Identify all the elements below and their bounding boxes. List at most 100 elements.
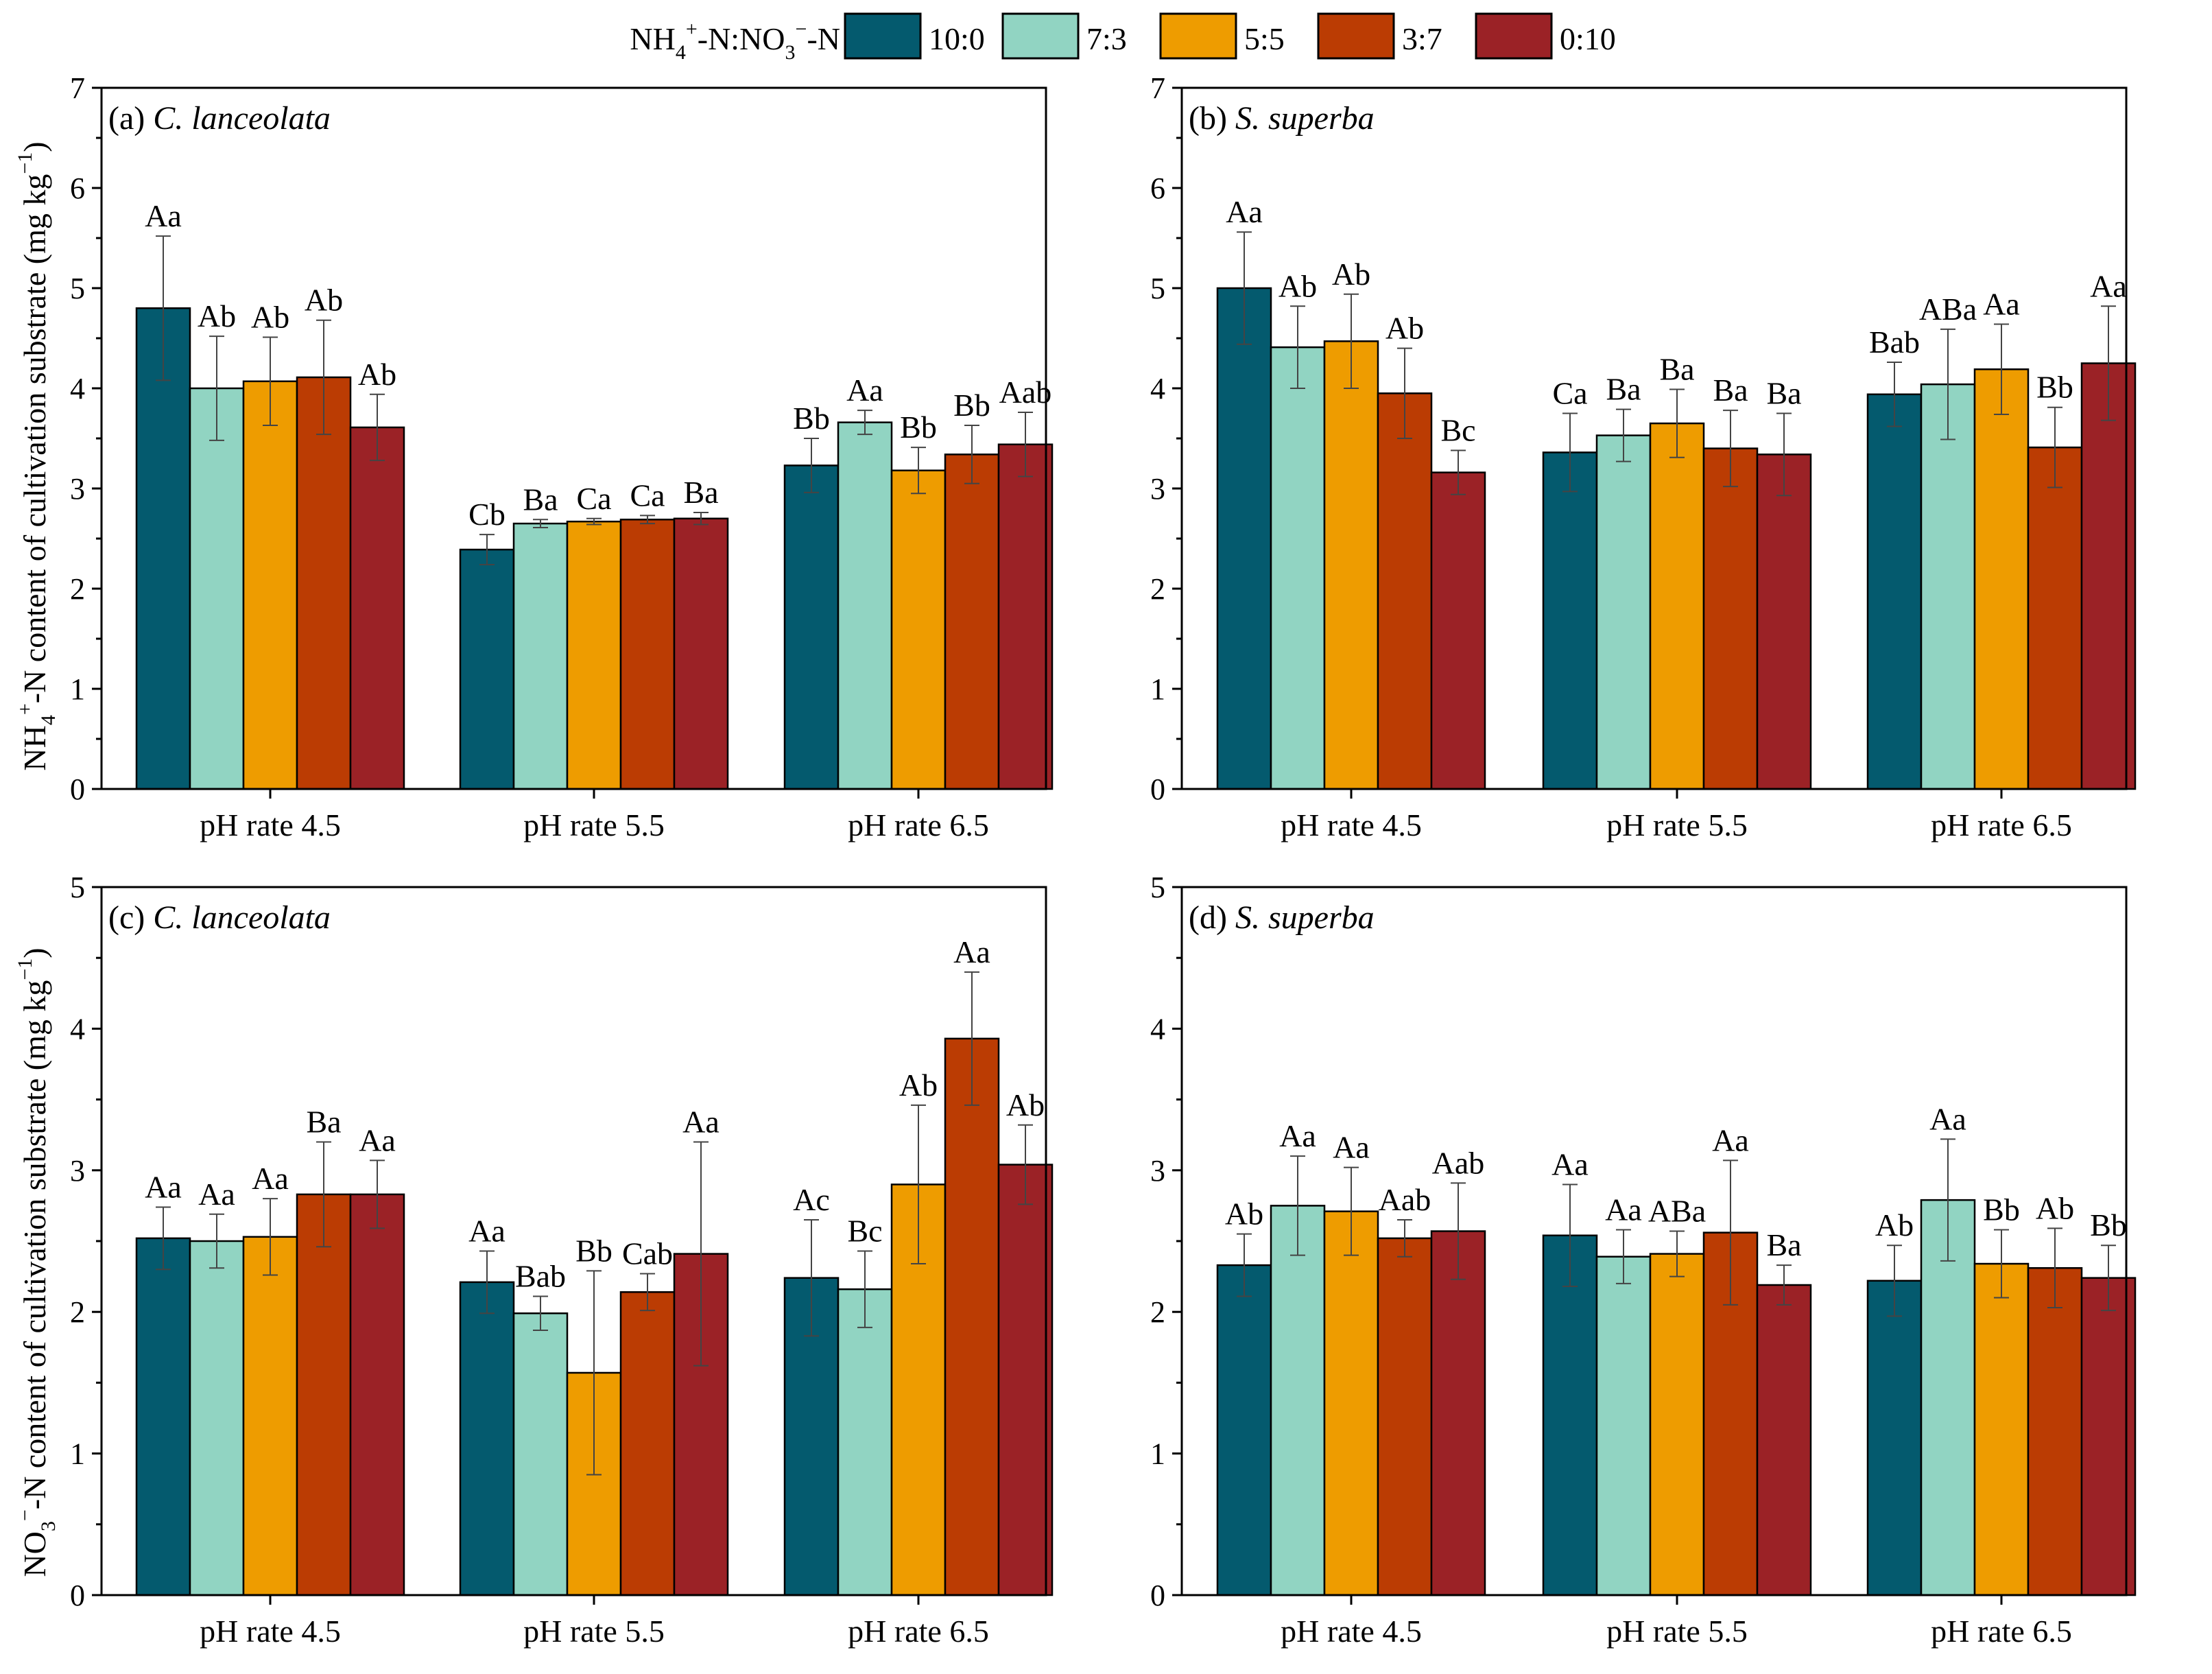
bar-3-2-2 [1973, 1262, 2030, 1596]
significance-letter-0-1-4: Ba [683, 475, 718, 510]
y-tick-label-1-3: 3 [1150, 472, 1165, 506]
bar-0-1-1 [512, 522, 569, 790]
panel-species-3: S. superba [1235, 899, 1375, 936]
significance-letter-3-2-2: Bb [1983, 1192, 2020, 1227]
y-tick-label-1-7: 7 [1150, 71, 1165, 105]
x-tick-label-3-2: pH rate 6.5 [1931, 1614, 2072, 1649]
bar-1-1-0 [1542, 451, 1598, 790]
significance-letter-1-0-4: Bc [1440, 413, 1475, 448]
x-tick-label-2-1: pH rate 5.5 [523, 1614, 665, 1649]
bar-1-1-4 [1756, 453, 1812, 790]
bar-2-1-3 [619, 1291, 676, 1596]
panel-a: Aa Ab Ab Ab Ab Cb Ba Ca Ca Ba Bb Aa Bb Bb Aab 0 1 2 3 4 5 6 7 p… [70, 71, 1054, 842]
y-tick-label-0-2: 2 [70, 572, 85, 606]
y-tick-label-3-1: 1 [1150, 1437, 1165, 1471]
panel-label-2: (c) [108, 899, 153, 936]
y-tick-label-1-2: 2 [1150, 572, 1165, 606]
significance-letter-3-1-0: Aa [1551, 1146, 1589, 1181]
bar-1-2-3 [2027, 446, 2083, 790]
y-axis-title-top: NH4+-N content of cultivation substrate … [14, 141, 60, 770]
bar-0-1-2 [566, 520, 622, 790]
bar-1-2-2 [1973, 368, 2030, 790]
bar-1-2-0 [1866, 393, 1923, 790]
x-tick-label-1-0: pH rate 4.5 [1281, 807, 1422, 842]
significance-letter-0-1-0: Cb [468, 497, 506, 532]
significance-letter-0-0-2: Ab [251, 300, 289, 335]
y-tick-label-1-1: 1 [1150, 672, 1165, 706]
significance-letter-3-2-3: Ab [2036, 1190, 2074, 1225]
significance-letter-2-2-3: Aa [953, 934, 990, 969]
significance-letter-0-1-2: Ca [576, 481, 611, 516]
x-tick-label-2-0: pH rate 4.5 [200, 1614, 341, 1649]
significance-letter-0-2-1: Aa [846, 373, 883, 408]
significance-letter-2-1-4: Aa [682, 1105, 720, 1140]
bar-3-0-1 [1270, 1205, 1326, 1596]
y-tick-label-2-3: 3 [70, 1154, 85, 1188]
significance-letter-0-2-3: Bb [953, 388, 990, 423]
significance-letter-2-2-2: Ab [899, 1068, 938, 1103]
legend-swatch-5 [1475, 12, 1553, 60]
significance-letter-2-1-1: Bab [515, 1258, 566, 1293]
significance-letter-2-1-0: Aa [468, 1213, 506, 1248]
significance-letter-1-2-4: Aa [2090, 268, 2127, 303]
bar-0-1-0 [459, 548, 515, 790]
bar-2-2-4 [997, 1164, 1054, 1596]
bar-3-1-1 [1595, 1256, 1652, 1596]
panel-label-1: (b) [1189, 100, 1235, 137]
significance-letter-0-0-1: Ab [198, 298, 236, 333]
significance-letter-0-2-0: Bb [793, 401, 830, 436]
bar-2-1-0 [459, 1281, 515, 1596]
significance-letter-3-2-1: Aa [1929, 1101, 1966, 1136]
y-tick-label-3-2: 2 [1150, 1295, 1165, 1329]
significance-letter-1-1-3: Ba [1713, 373, 1748, 408]
significance-letter-1-1-2: Ba [1659, 351, 1694, 386]
significance-letter-0-1-3: Ca [630, 478, 665, 512]
bar-1-0-4 [1430, 471, 1486, 790]
significance-letter-3-1-2: ABa [1648, 1194, 1706, 1229]
bar-0-1-3 [619, 519, 676, 790]
y-tick-label-2-0: 0 [70, 1579, 85, 1612]
y-tick-label-2-1: 1 [70, 1437, 85, 1471]
significance-letter-2-0-2: Aa [252, 1161, 289, 1196]
significance-letter-1-2-3: Bb [2036, 370, 2073, 405]
y-tick-label-3-4: 4 [1150, 1012, 1165, 1046]
bar-3-1-0 [1542, 1234, 1598, 1596]
bar-2-2-3 [944, 1037, 1000, 1596]
panel-label-0: (a) [108, 100, 153, 137]
y-tick-label-3-0: 0 [1150, 1579, 1165, 1612]
significance-letter-1-1-4: Ba [1766, 376, 1801, 411]
y-tick-label-1-4: 4 [1150, 372, 1165, 405]
bar-0-0-3 [296, 376, 352, 790]
bar-0-2-2 [890, 469, 947, 790]
panel-title-0: (a) C. lanceolata [108, 100, 331, 137]
bar-2-2-1 [837, 1288, 893, 1596]
bar-1-0-3 [1377, 392, 1433, 790]
x-tick-label-2-2: pH rate 6.5 [848, 1614, 989, 1649]
significance-letter-1-0-1: Ab [1279, 268, 1317, 303]
bar-1-0-1 [1270, 346, 1326, 790]
bar-1-1-2 [1649, 422, 1705, 790]
y-tick-label-0-4: 4 [70, 372, 85, 405]
bar-1-0-2 [1323, 340, 1379, 790]
y-tick-label-1-5: 5 [1150, 272, 1165, 305]
y-tick-label-2-2: 2 [70, 1295, 85, 1329]
significance-letter-3-2-0: Ab [1875, 1207, 1914, 1242]
significance-letter-1-2-2: Aa [1983, 287, 2020, 322]
significance-letter-0-0-3: Ab [305, 283, 343, 318]
y-tick-label-0-6: 6 [70, 172, 85, 205]
significance-letter-3-0-2: Aa [1333, 1130, 1370, 1165]
y-tick-label-2-4: 4 [70, 1012, 85, 1046]
y-tick-label-0-7: 7 [70, 71, 85, 105]
significance-letter-2-0-0: Aa [145, 1169, 182, 1204]
legend-entries: 10:0 7:3 5:5 3:7 0:10 [844, 12, 1616, 60]
bar-3-2-3 [2027, 1266, 2083, 1596]
y-tick-label-3-5: 5 [1150, 871, 1165, 904]
x-tick-label-3-1: pH rate 5.5 [1606, 1614, 1748, 1649]
bar-3-0-3 [1377, 1237, 1433, 1596]
legend-swatch-3 [1159, 12, 1237, 60]
bar-0-2-3 [944, 453, 1000, 790]
bar-0-0-4 [349, 426, 405, 790]
y-axis-title-bottom: NO3−-N content of cultivation substrate … [14, 947, 60, 1577]
x-tick-label-1-2: pH rate 6.5 [1931, 807, 2072, 842]
bar-0-1-4 [673, 517, 729, 790]
